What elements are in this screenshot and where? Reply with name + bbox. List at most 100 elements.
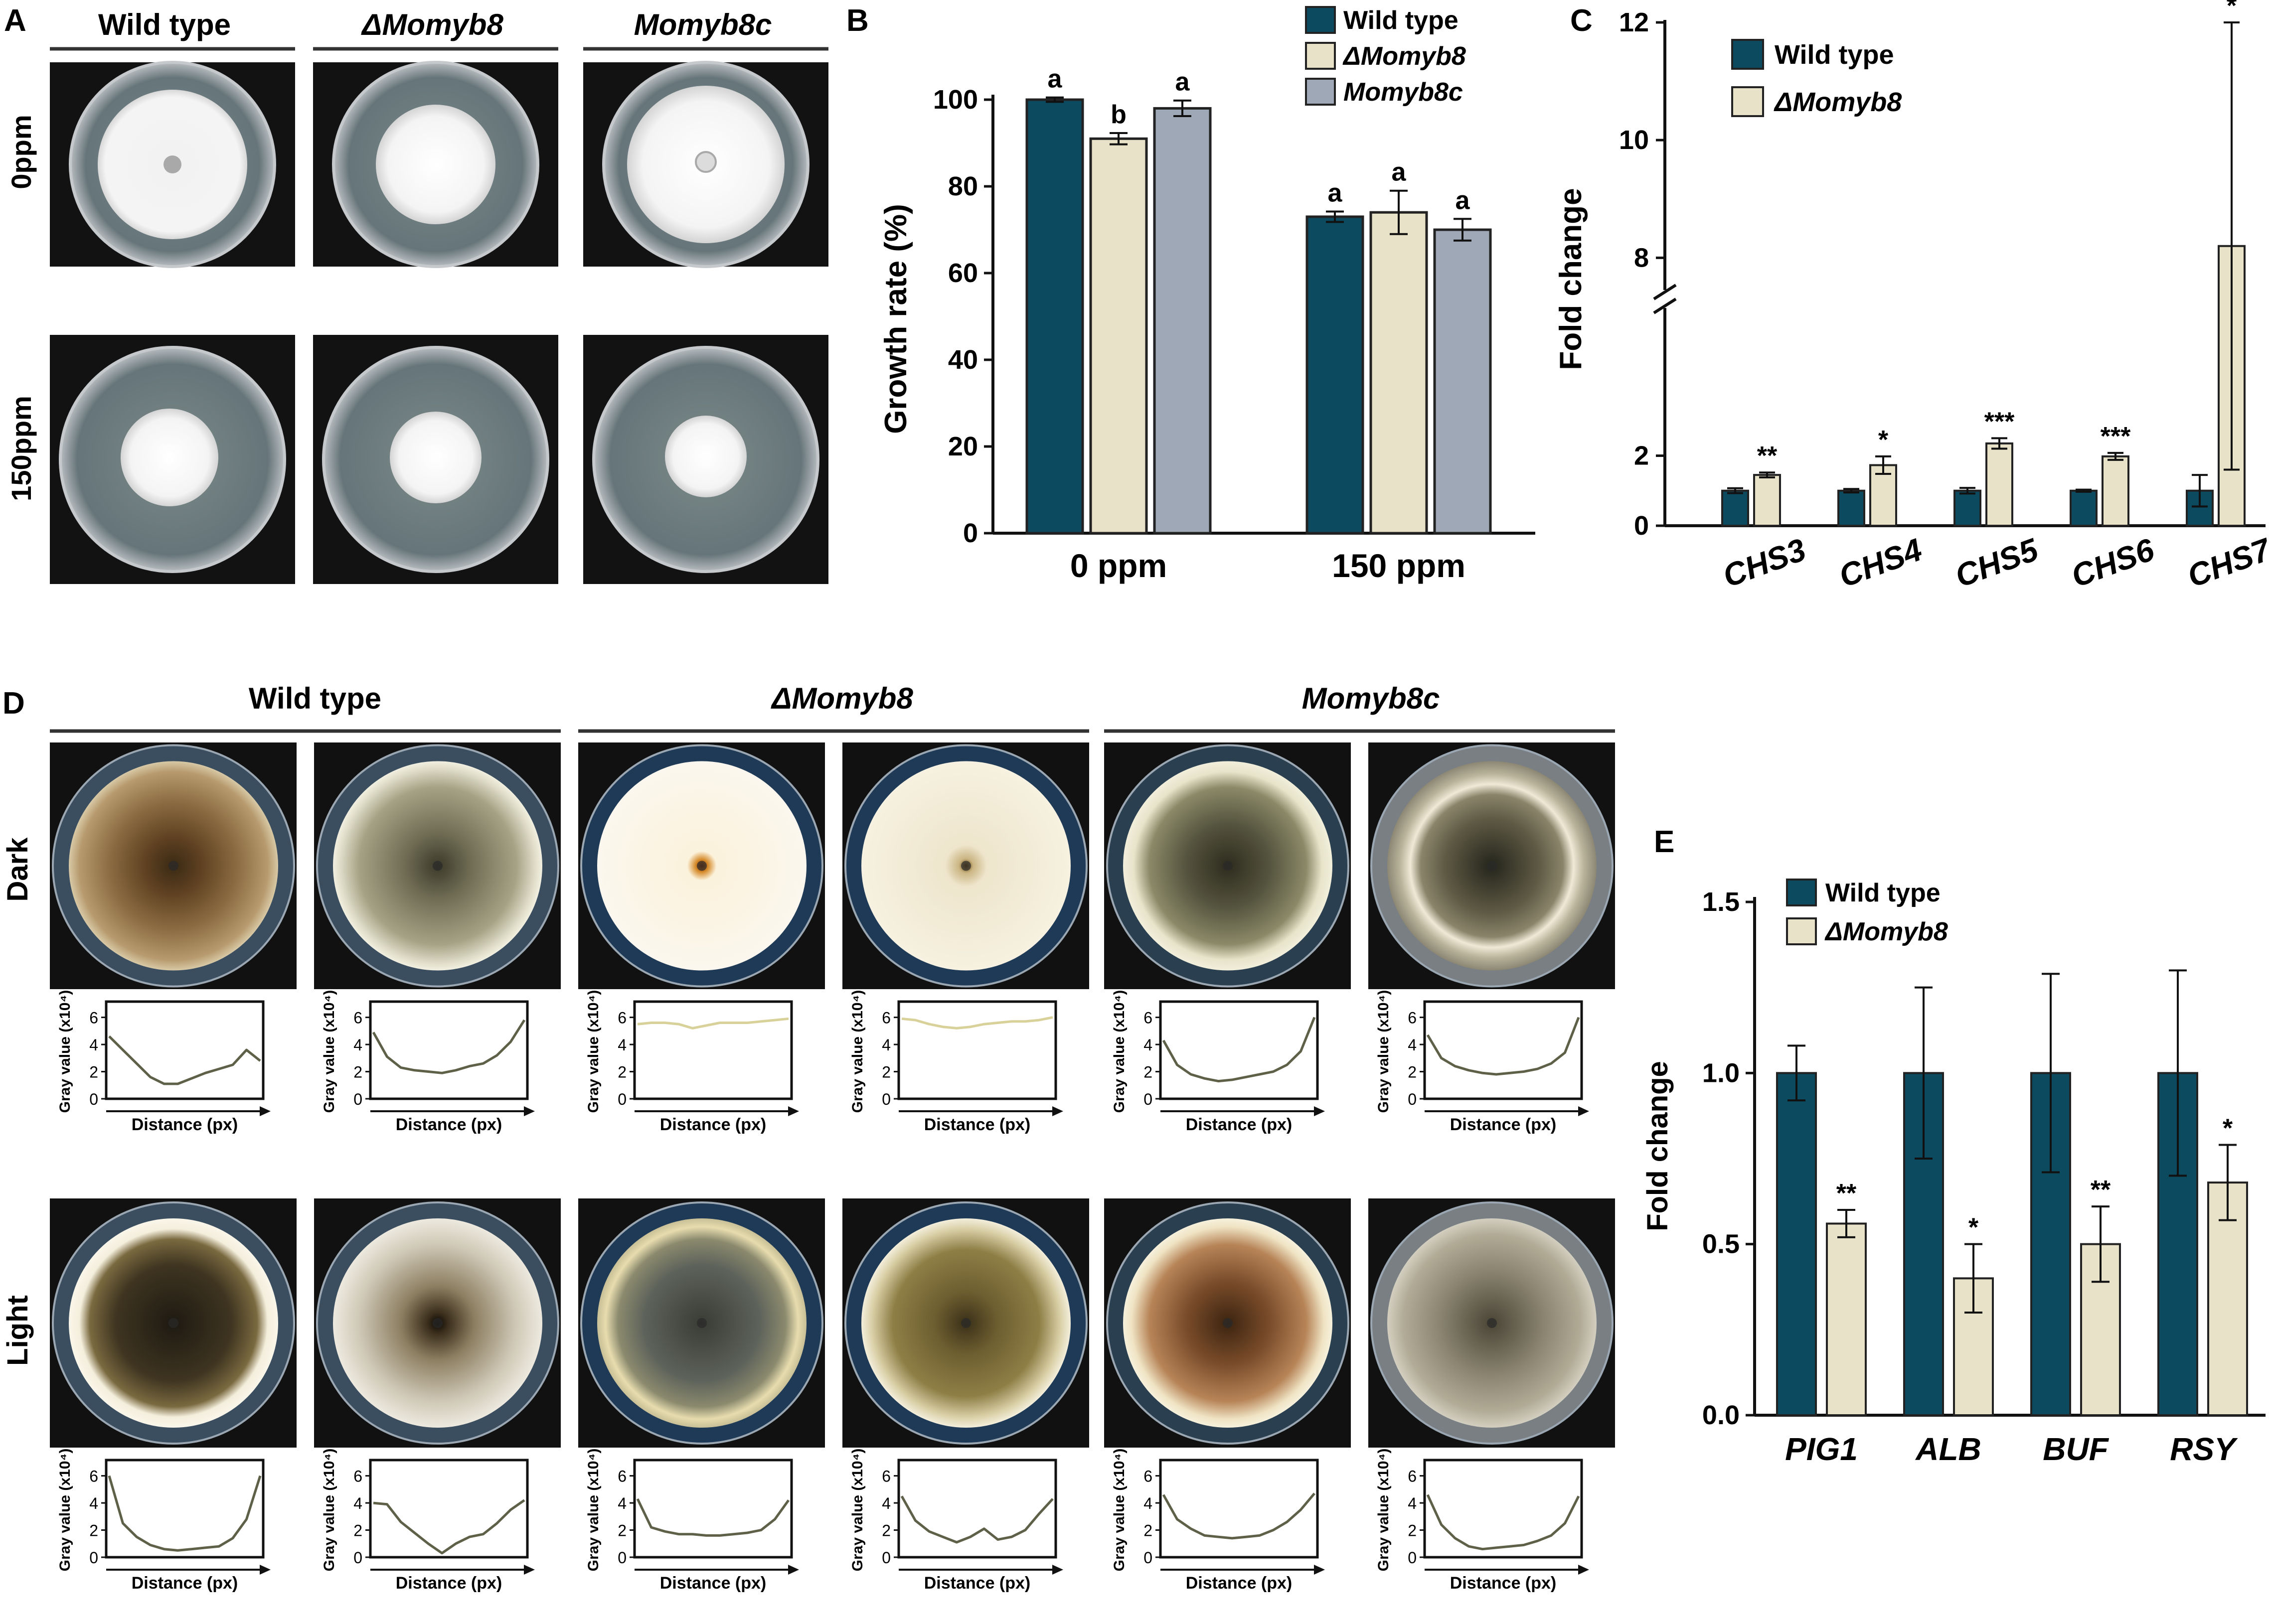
- chart-c-bar-momyb8-chs3: [1753, 474, 1781, 527]
- profile-frame: [1423, 1459, 1583, 1559]
- chart-e-legend-label: Wild type: [1825, 879, 1941, 907]
- profile-y-tick-label: 6: [882, 1468, 891, 1485]
- chart-e-y-tick-label: 1.0: [1702, 1058, 1740, 1088]
- profile-y-tick-label: 4: [353, 1036, 362, 1054]
- chart-b: 0 20 40 60 80 100 Growth rate (%) a b a 0 ppm a a a 15…: [879, 6, 1535, 584]
- chart-e-y-tick-label: 0.0: [1702, 1400, 1740, 1430]
- profile-y-tick-label: 0: [882, 1549, 891, 1567]
- profile-line: [900, 1495, 1054, 1544]
- profile-x-axis-label: Distance (px): [132, 1115, 238, 1134]
- profile-y-tick-label: 0: [618, 1549, 627, 1567]
- profile-y-tick-label: 6: [1143, 1468, 1152, 1485]
- profile-line: [1162, 1492, 1315, 1540]
- profile-y-tick-label: 0: [89, 1549, 98, 1567]
- profile-frame: [105, 1459, 265, 1559]
- panel-d-plate-dark-4: [842, 742, 1089, 989]
- profile-chart-light-3: 0 2 4 6 Gray value (x10⁴) Distance (px): [585, 1449, 799, 1593]
- chart-c-significance-label: *: [1878, 426, 1889, 454]
- profile-line: [108, 1035, 261, 1085]
- profile-arrowhead: [260, 1565, 271, 1575]
- chart-b-legend-label: Momyb8c: [1343, 78, 1463, 107]
- chart-b-bar-momyb8c-0-ppm: [1153, 107, 1212, 535]
- profile-line: [108, 1475, 262, 1552]
- chart-c-x-tick-label: CHS3: [1718, 531, 1810, 594]
- chart-c-bar-momyb8-chs6: [2102, 455, 2129, 527]
- panel-a-col-label-mutant: ΔMomyb8: [361, 8, 503, 41]
- chart-b-legend-swatch-momyb8: [1305, 42, 1336, 70]
- profile-x-axis-label: Distance (px): [132, 1574, 238, 1593]
- panel-d-row-label-light: Light: [1, 1295, 34, 1366]
- profile-y-tick-label: 6: [1408, 1468, 1417, 1485]
- chart-b-y-tick-label: 0: [963, 518, 978, 548]
- profile-line: [372, 1019, 526, 1074]
- profile-y-axis-label: Gray value (x10⁴): [321, 1449, 337, 1572]
- profile-y-tick-label: 4: [353, 1494, 362, 1512]
- chart-e-bar-wild-type-rsy: [2157, 1072, 2198, 1416]
- chart-c-y-tick-label: 8: [1634, 243, 1649, 273]
- panel-d-plates: [50, 742, 1615, 1448]
- profile-y-tick-label: 2: [618, 1522, 627, 1540]
- panel-e-label: E: [1654, 825, 1674, 859]
- chart-e-y-axis-label: Fold change: [1641, 1061, 1674, 1231]
- chart-e-legend-swatch-momyb8: [1786, 917, 1817, 945]
- profile-y-axis-label: Gray value (x10⁴): [1111, 990, 1128, 1113]
- chart-e-y-tick-label: 0.5: [1702, 1229, 1740, 1259]
- profile-y-tick-label: 6: [353, 1009, 362, 1027]
- chart-b-letter-label: a: [1048, 65, 1063, 94]
- profile-y-tick-label: 2: [1408, 1063, 1417, 1081]
- panel-d-col-label-complement: Momyb8c: [1302, 682, 1440, 715]
- profile-chart-light-6: 0 2 4 6 Gray value (x10⁴) Distance (px): [1375, 1449, 1589, 1593]
- colony-center: [697, 861, 707, 871]
- profile-frame: [1159, 1459, 1319, 1559]
- panel-a: A Wild type ΔMomyb8 Momyb8c 0ppm 150ppm: [4, 3, 828, 584]
- profile-chart-light-5: 0 2 4 6 Gray value (x10⁴) Distance (px): [1111, 1449, 1325, 1593]
- profile-y-tick-label: 4: [618, 1036, 627, 1054]
- chart-b-legend-swatch-wild-type: [1305, 6, 1336, 34]
- profile-x-axis-label: Distance (px): [1450, 1115, 1557, 1134]
- profile-y-axis-label: Gray value (x10⁴): [849, 1449, 866, 1572]
- colony-center: [961, 861, 971, 871]
- profile-y-tick-label: 4: [89, 1494, 98, 1512]
- profile-y-axis-label: Gray value (x10⁴): [1375, 1449, 1392, 1572]
- profile-y-tick-label: 0: [618, 1090, 627, 1108]
- panel-a-plate-mut-0ppm: [313, 61, 558, 268]
- colony-center: [961, 1318, 971, 1328]
- chart-c-y-tick-label: 10: [1619, 125, 1649, 155]
- panel-b-label: B: [846, 3, 869, 38]
- chart-b-bar-momyb8-0-ppm: [1089, 137, 1148, 535]
- profile-y-tick-label: 2: [1143, 1522, 1152, 1540]
- profile-chart-light-1: 0 2 4 6 Gray value (x10⁴) Distance (px): [57, 1449, 271, 1593]
- chart-b-legend-label: Wild type: [1343, 6, 1459, 35]
- colony-center: [1487, 861, 1497, 871]
- profile-y-tick-label: 0: [1143, 1549, 1152, 1567]
- chart-b-letter-label: a: [1328, 178, 1343, 207]
- panel-a-plate-mut-150ppm: [313, 335, 558, 584]
- profile-arrowhead: [524, 1565, 535, 1575]
- profile-line: [1426, 1494, 1580, 1551]
- profile-y-axis-label: Gray value (x10⁴): [1375, 990, 1392, 1113]
- chart-c-bar-wild-type-chs3: [1721, 489, 1749, 527]
- chart-c-significance-label: ***: [2101, 422, 2131, 451]
- panel-e: E 0.0 0.5 1.0 1.5 Fold change ** PIG1 * ALB ** BUF…: [1641, 825, 2266, 1467]
- profile-y-tick-label: 0: [1143, 1090, 1152, 1108]
- panel-d-plate-dark-6: [1368, 742, 1615, 989]
- profile-y-tick-label: 0: [882, 1090, 891, 1108]
- panel-d-plate-dark-3: [578, 742, 825, 989]
- chart-e: 0.0 0.5 1.0 1.5 Fold change ** PIG1 * ALB ** BUF * R…: [1641, 879, 2266, 1467]
- profile-line: [1162, 1017, 1316, 1083]
- profile-y-tick-label: 2: [1408, 1522, 1417, 1540]
- profile-x-axis-label: Distance (px): [396, 1115, 502, 1134]
- chart-c-x-tick-label: CHS7: [2183, 531, 2272, 594]
- chart-c-x-tick-label: CHS6: [2067, 531, 2159, 594]
- profile-frame: [633, 1000, 793, 1100]
- profile-y-tick-label: 6: [618, 1468, 627, 1485]
- colony-center: [168, 861, 178, 871]
- profile-y-tick-label: 6: [618, 1009, 627, 1027]
- profile-y-tick-label: 6: [89, 1468, 98, 1485]
- profile-x-axis-label: Distance (px): [660, 1115, 767, 1134]
- profile-frame: [633, 1459, 793, 1559]
- chart-b-bar-wild-type-0-ppm: [1025, 98, 1084, 535]
- chart-c-y-axis-label: Fold change: [1554, 188, 1588, 370]
- chart-b-letter-label: b: [1111, 100, 1127, 129]
